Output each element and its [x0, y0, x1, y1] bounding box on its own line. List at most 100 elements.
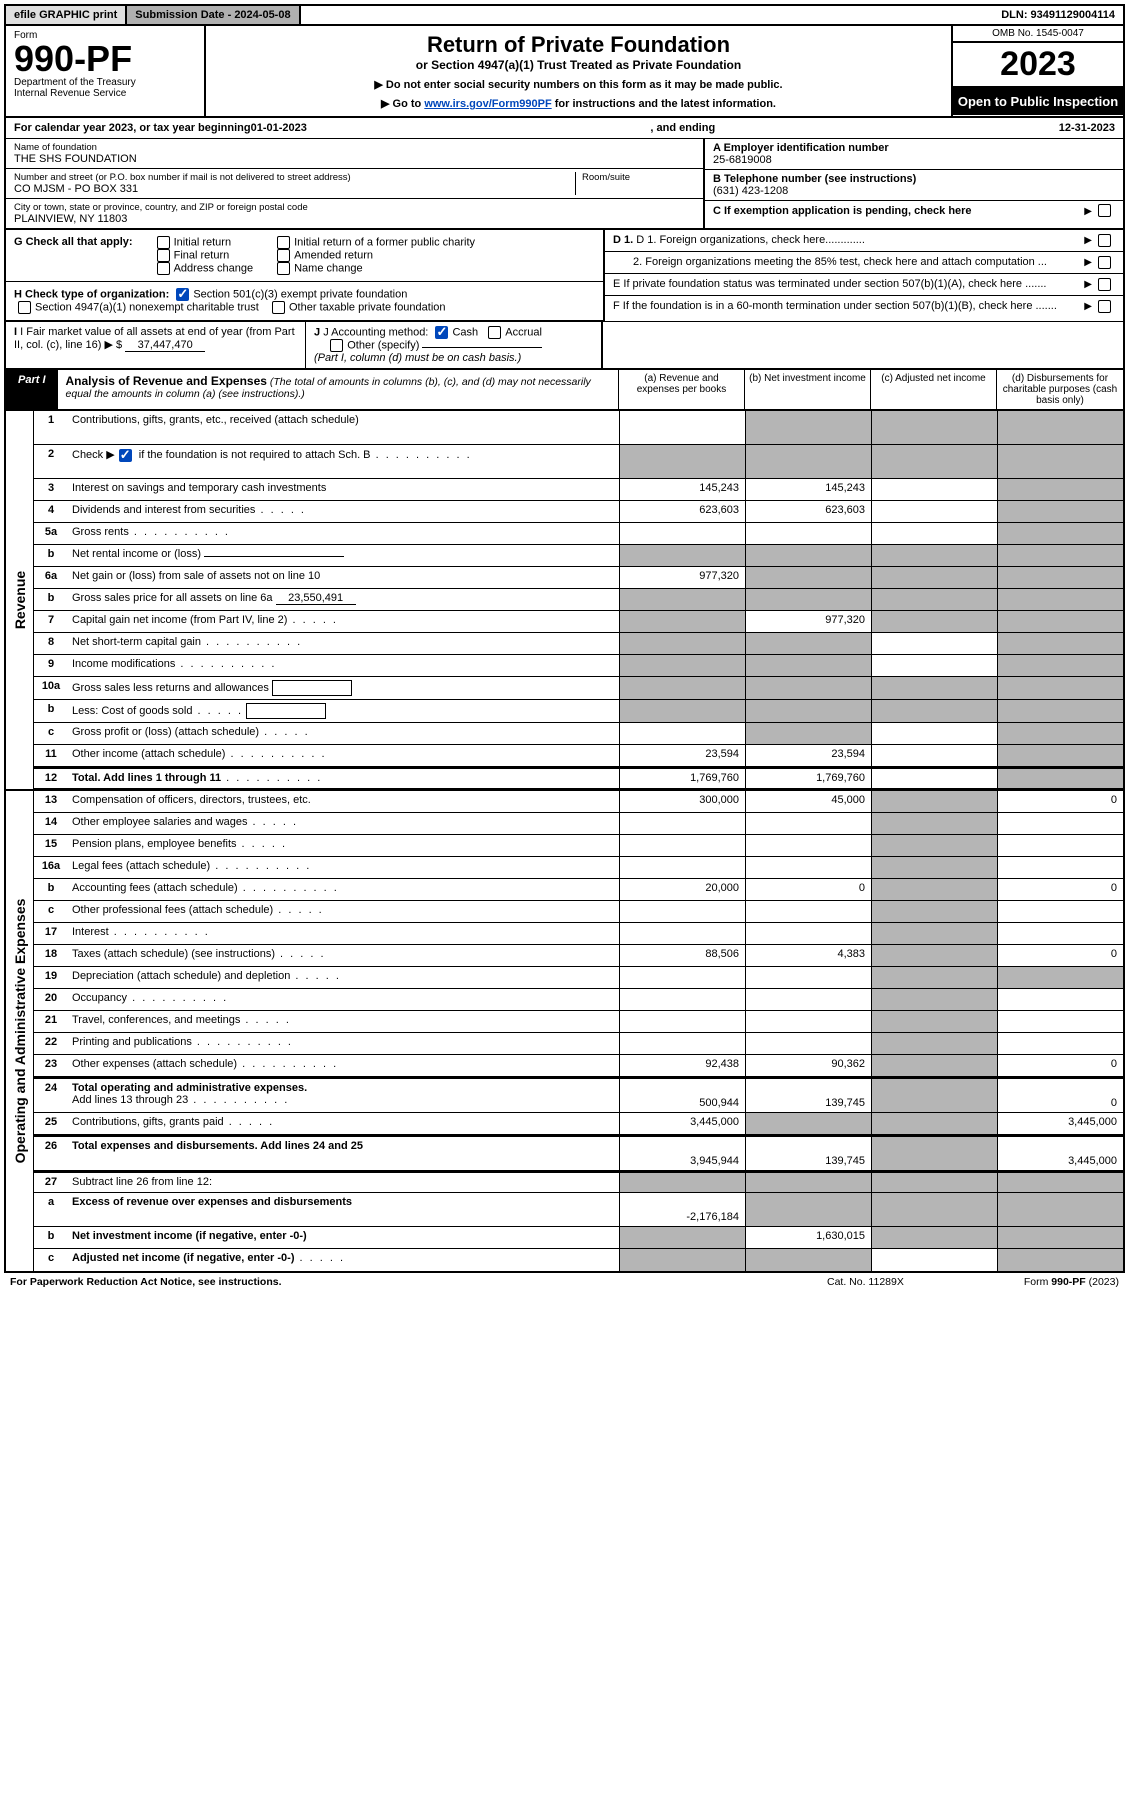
- room-label: Room/suite: [582, 172, 695, 183]
- exemption-checkbox[interactable]: [1098, 204, 1111, 217]
- cal-pre: For calendar year 2023, or tax year begi…: [14, 122, 251, 134]
- r16bd: 0: [997, 879, 1123, 900]
- form990pf-link[interactable]: www.irs.gov/Form990PF: [424, 98, 551, 110]
- r4b: 623,603: [745, 501, 871, 522]
- footer-row: For Paperwork Reduction Act Notice, see …: [4, 1273, 1125, 1291]
- part1-desc: Analysis of Revenue and Expenses (The to…: [58, 370, 619, 409]
- form-number: 990-PF: [14, 41, 196, 77]
- j-label: J Accounting method:: [323, 326, 428, 338]
- top-bar: efile GRAPHIC print Submission Date - 20…: [6, 6, 1123, 26]
- d1-checkbox[interactable]: [1098, 234, 1111, 247]
- r27bb: 1,630,015: [745, 1227, 871, 1248]
- exemption-label: C If exemption application is pending, c…: [713, 205, 1084, 217]
- expenses-text: Operating and Administrative Expenses: [12, 899, 28, 1164]
- revenue-rows: 1Contributions, gifts, grants, etc., rec…: [34, 411, 1123, 789]
- d2-checkbox[interactable]: [1098, 256, 1111, 269]
- revenue-text: Revenue: [12, 571, 28, 629]
- row-19-desc: Depreciation (attach schedule) and deple…: [68, 967, 619, 988]
- efile-label[interactable]: efile GRAPHIC print: [6, 6, 127, 24]
- r24a: 500,944: [619, 1079, 745, 1112]
- r23a: 92,438: [619, 1055, 745, 1076]
- revenue-table: Revenue 1Contributions, gifts, grants, e…: [6, 411, 1123, 789]
- addr-box: Number and street (or P.O. box number if…: [6, 169, 703, 199]
- e-checkbox[interactable]: [1098, 278, 1111, 291]
- row-9-desc: Income modifications: [68, 655, 619, 676]
- row-27a-desc: Excess of revenue over expenses and disb…: [68, 1193, 619, 1226]
- name-change-label: Name change: [294, 262, 363, 274]
- row-13-desc: Compensation of officers, directors, tru…: [68, 791, 619, 812]
- cat-no: Cat. No. 11289X: [827, 1276, 904, 1288]
- initial-former-checkbox[interactable]: [277, 236, 290, 249]
- name-change-checkbox[interactable]: [277, 262, 290, 275]
- row-27c-desc: Adjusted net income (if negative, enter …: [68, 1249, 619, 1271]
- row-27b-desc: Net investment income (if negative, ente…: [68, 1227, 619, 1248]
- form-note2: ▶ Go to www.irs.gov/Form990PF for instru…: [216, 97, 941, 110]
- info-left: Name of foundation THE SHS FOUNDATION Nu…: [6, 139, 703, 228]
- r23b: 90,362: [745, 1055, 871, 1076]
- row-16b-desc: Accounting fees (attach schedule): [68, 879, 619, 900]
- addr-change-checkbox[interactable]: [157, 262, 170, 275]
- s4947-checkbox[interactable]: [18, 301, 31, 314]
- other-method-label: Other (specify): [347, 339, 419, 351]
- cash-checkbox[interactable]: [435, 326, 448, 339]
- j-note: (Part I, column (d) must be on cash basi…: [314, 352, 521, 364]
- r12a: 1,769,760: [619, 769, 745, 788]
- amended-checkbox[interactable]: [277, 249, 290, 262]
- r10a-box[interactable]: [272, 680, 352, 696]
- r13a: 300,000: [619, 791, 745, 812]
- f-checkbox[interactable]: [1098, 300, 1111, 313]
- open-public-badge: Open to Public Inspection: [953, 88, 1123, 115]
- r13b: 45,000: [745, 791, 871, 812]
- checks-left: G Check all that apply: Initial return F…: [6, 230, 603, 321]
- arrow-icon: [1084, 234, 1094, 247]
- row-26-desc: Total expenses and disbursements. Add li…: [68, 1137, 619, 1170]
- other-specify-field[interactable]: [422, 347, 542, 348]
- row-14-desc: Other employee salaries and wages: [68, 813, 619, 834]
- expense-rows: 13Compensation of officers, directors, t…: [34, 791, 1123, 1271]
- initial-return-checkbox[interactable]: [157, 236, 170, 249]
- col-a-header: (a) Revenue and expenses per books: [619, 370, 745, 409]
- arrow-icon: [1084, 278, 1094, 291]
- accrual-checkbox[interactable]: [488, 326, 501, 339]
- final-return-checkbox[interactable]: [157, 249, 170, 262]
- row-5b-desc: Net rental income or (loss): [68, 545, 619, 566]
- r10b-box[interactable]: [246, 703, 326, 719]
- form-id-block: Form 990-PF Department of the Treasury I…: [6, 26, 206, 116]
- row-1-desc: Contributions, gifts, grants, etc., rece…: [68, 411, 619, 444]
- col-d-header: (d) Disbursements for charitable purpose…: [997, 370, 1123, 409]
- part1-title: Analysis of Revenue and Expenses: [66, 374, 267, 388]
- other-method-checkbox[interactable]: [330, 339, 343, 352]
- checks-right: D 1. D 1. Foreign organizations, check h…: [603, 230, 1123, 321]
- foundation-name: THE SHS FOUNDATION: [14, 153, 695, 165]
- name-label: Name of foundation: [14, 142, 695, 153]
- city-label: City or town, state or province, country…: [14, 202, 695, 213]
- r5b-field[interactable]: [204, 556, 344, 557]
- phone-label: B Telephone number (see instructions): [713, 173, 1115, 185]
- cal-mid: , and ending: [307, 122, 1059, 134]
- addr-change-label: Address change: [174, 262, 254, 274]
- col-c-header: (c) Adjusted net income: [871, 370, 997, 409]
- irs-label: Internal Revenue Service: [14, 88, 196, 99]
- d1-line: D 1. D 1. Foreign organizations, check h…: [605, 230, 1123, 252]
- row-7-desc: Capital gain net income (from Part IV, l…: [68, 611, 619, 632]
- other-tax-checkbox[interactable]: [272, 301, 285, 314]
- r12b: 1,769,760: [745, 769, 871, 788]
- row-2-desc: Check ▶ if the foundation is not require…: [68, 445, 619, 478]
- row-12-desc: Total. Add lines 1 through 11: [68, 769, 619, 788]
- row-6a-desc: Net gain or (loss) from sale of assets n…: [68, 567, 619, 588]
- row-27-desc: Subtract line 26 from line 12:: [68, 1173, 619, 1192]
- form-note1: ▶ Do not enter social security numbers o…: [216, 78, 941, 91]
- arrow-icon: [1084, 256, 1094, 269]
- r24d: 0: [997, 1079, 1123, 1112]
- j-block: J J Accounting method: Cash Accrual Othe…: [306, 322, 603, 368]
- row-11-desc: Other income (attach schedule): [68, 745, 619, 766]
- addr-label: Number and street (or P.O. box number if…: [14, 172, 575, 183]
- e-text: E If private foundation status was termi…: [613, 278, 1084, 291]
- d2-line: 2. Foreign organizations meeting the 85%…: [605, 252, 1123, 274]
- s501-checkbox[interactable]: [176, 288, 189, 301]
- header-title-block: Return of Private Foundation or Section …: [206, 26, 953, 116]
- phone-value: (631) 423-1208: [713, 185, 1115, 197]
- schb-checkbox[interactable]: [119, 449, 132, 462]
- r11a: 23,594: [619, 745, 745, 766]
- row-24-desc: Total operating and administrative expen…: [68, 1079, 619, 1112]
